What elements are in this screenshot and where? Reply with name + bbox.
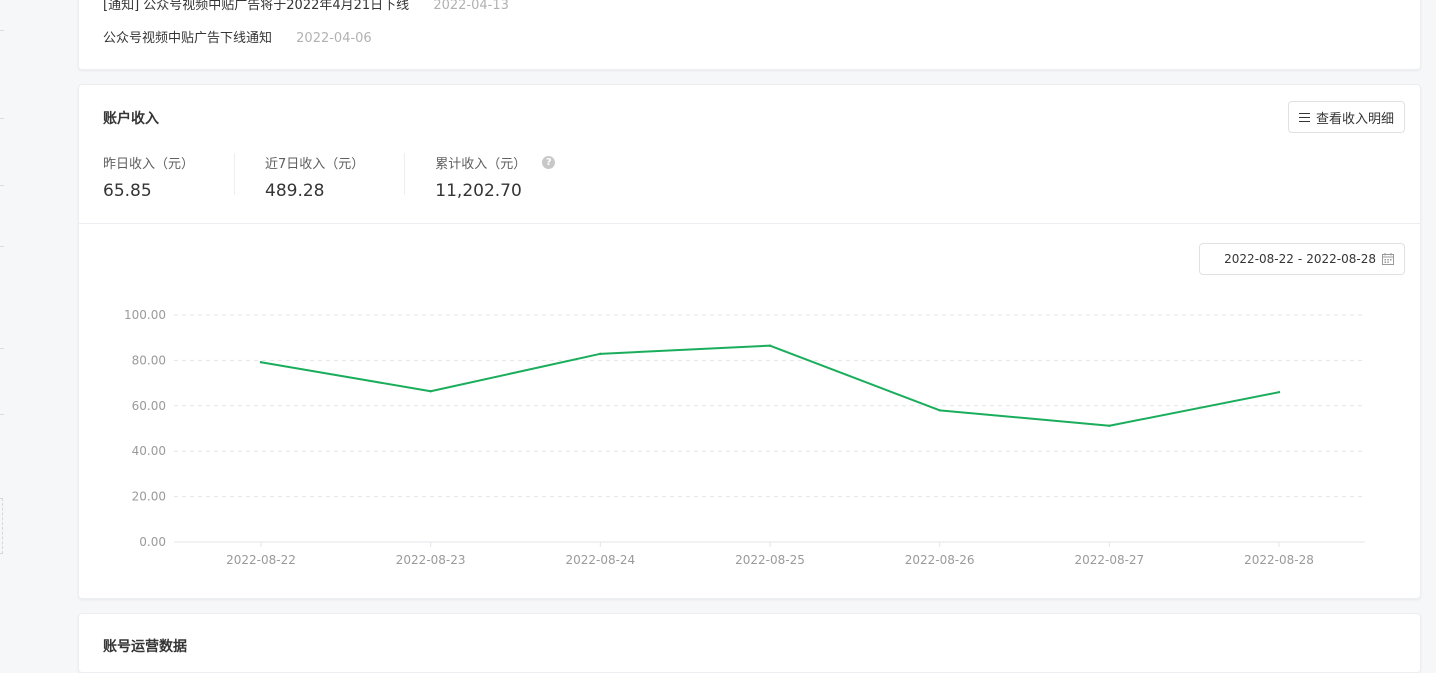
data-point[interactable]: [599, 352, 602, 356]
stat-value: 65.85: [103, 181, 152, 201]
x-tick-label: 2022-08-26: [905, 553, 975, 567]
y-tick-label: 20.00: [132, 490, 166, 504]
stat-last-7-days: 近7日收入（元） 489.28: [265, 153, 406, 201]
x-tick-label: 2022-08-28: [1244, 553, 1314, 567]
left-sidebar-edge: [0, 0, 62, 641]
series-line: [260, 344, 1280, 427]
notice-date: 2022-04-13: [433, 0, 509, 13]
data-point[interactable]: [1277, 390, 1281, 394]
sidebar-tick: [0, 118, 4, 119]
notice-title[interactable]: [通知] 公众号视频中贴广告将于2022年4月21日下线: [103, 0, 410, 13]
income-line-chart: 0.00 20.00 40.00 60.00 80.00 100.00 2022-08-22…: [124, 308, 1365, 567]
view-income-detail-label: 查看收入明细: [1315, 111, 1394, 127]
income-stats: 昨日收入（元） 65.85 近7日收入（元） 489.28 累计收入（元） ? …: [103, 153, 625, 201]
notice-card: [通知] 公众号视频中贴广告将于2022年4月21日下线 2022-04-13 …: [78, 0, 1421, 70]
income-title: 账户收入: [103, 111, 159, 127]
data-point[interactable]: [429, 390, 432, 393]
stat-value: 489.28: [265, 181, 325, 201]
notice-date: 2022-04-06: [296, 31, 372, 46]
calendar-icon: [1382, 253, 1394, 265]
date-range-separator: -: [1297, 252, 1303, 266]
sidebar-tick: [0, 30, 4, 31]
data-point[interactable]: [1108, 424, 1111, 427]
sidebar-tick: [0, 348, 4, 349]
sidebar-tick: [0, 414, 4, 415]
notice-item[interactable]: [通知] 公众号视频中贴广告将于2022年4月21日下线 2022-04-13: [103, 0, 509, 13]
stat-label: 昨日收入（元）: [103, 157, 195, 172]
income-card: 账户收入 查看收入明细 昨日收入（元） 65.85 近7日收入（元） 489.2…: [78, 84, 1421, 599]
stat-label: 累计收入（元）: [435, 157, 527, 172]
date-range-start: 2022-08-22: [1224, 252, 1294, 266]
x-tick-label: 2022-08-22: [226, 553, 296, 567]
y-tick-label: 40.00: [132, 444, 166, 458]
stat-label-row: 累计收入（元） ?: [435, 153, 556, 172]
section-divider: [79, 223, 1420, 224]
data-point[interactable]: [938, 409, 941, 412]
data-point[interactable]: [259, 361, 263, 364]
stat-total: 累计收入（元） ? 11,202.70: [435, 153, 595, 201]
sidebar-tick: [0, 246, 4, 247]
x-tick-label: 2022-08-23: [396, 553, 466, 567]
y-tick-label: 80.00: [132, 353, 166, 367]
stat-yesterday: 昨日收入（元） 65.85: [103, 153, 236, 201]
stat-label: 近7日收入（元）: [265, 157, 365, 172]
sidebar-tick: [0, 185, 4, 186]
y-tick-label: 100.00: [124, 308, 166, 322]
view-income-detail-button[interactable]: 查看收入明细: [1287, 101, 1405, 133]
date-range-picker[interactable]: 2022-08-22 - 2022-08-28: [1199, 243, 1405, 275]
y-tick-label: 60.00: [132, 399, 166, 413]
notice-item[interactable]: 公众号视频中贴广告下线通知 2022-04-06: [103, 27, 372, 46]
notice-title[interactable]: 公众号视频中贴广告下线通知: [103, 31, 273, 46]
account-data-title: 账号运营数据: [103, 639, 187, 655]
date-range-end: 2022-08-28: [1306, 252, 1376, 266]
list-icon: [1298, 112, 1310, 123]
stat-value: 11,202.70: [435, 181, 522, 201]
x-tick-label: 2022-08-27: [1074, 553, 1144, 567]
x-tick-label: 2022-08-25: [735, 553, 805, 567]
y-tick-label: 0.00: [139, 535, 166, 549]
x-tick-label: 2022-08-24: [565, 553, 635, 567]
sidebar-dashed-box: [0, 498, 3, 554]
data-point[interactable]: [768, 344, 772, 347]
help-icon[interactable]: ?: [542, 156, 556, 169]
account-data-card: 账号运营数据: [78, 613, 1421, 673]
